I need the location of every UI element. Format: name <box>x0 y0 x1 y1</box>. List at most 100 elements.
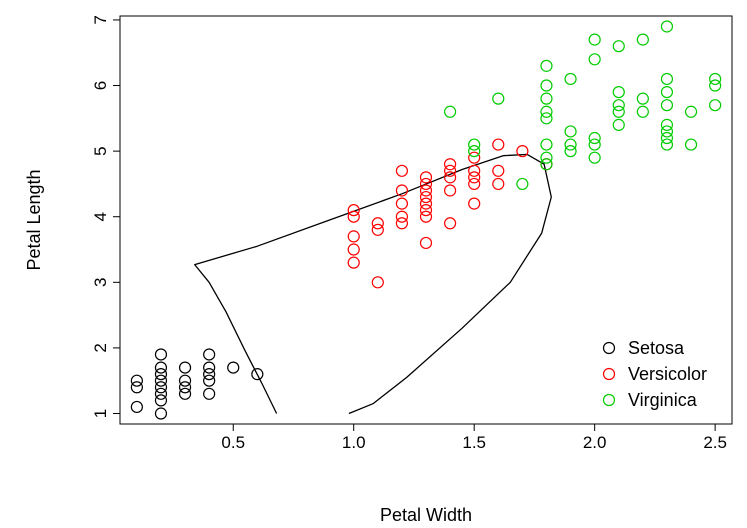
point-virginica <box>540 59 553 72</box>
point-virginica <box>660 72 674 86</box>
point-virginica <box>612 105 625 118</box>
point-versicolor <box>395 164 409 177</box>
point-setosa <box>203 348 216 361</box>
point-versicolor <box>516 145 529 158</box>
point-versicolor <box>468 151 481 164</box>
point-versicolor <box>419 171 433 184</box>
point-virginica <box>540 151 553 164</box>
point-versicolor <box>443 158 457 171</box>
point-virginica <box>660 118 674 131</box>
point-setosa <box>203 368 216 381</box>
point-virginica <box>660 85 674 99</box>
point-virginica <box>636 92 649 105</box>
y-tick-label: 2 <box>91 343 110 352</box>
point-versicolor <box>347 243 360 256</box>
point-virginica <box>684 105 698 118</box>
x-tick-label: 2.0 <box>583 433 607 452</box>
point-virginica <box>443 105 457 118</box>
point-virginica <box>709 72 722 86</box>
y-tick-label: 4 <box>91 212 110 221</box>
point-versicolor <box>492 164 505 177</box>
point-setosa <box>154 394 168 407</box>
point-setosa <box>130 381 143 394</box>
point-versicolor <box>419 184 433 197</box>
point-versicolor <box>347 256 360 269</box>
point-versicolor <box>419 236 433 250</box>
y-axis-title: Petal Length <box>24 169 44 270</box>
point-virginica <box>540 79 553 92</box>
point-virginica <box>468 138 481 151</box>
point-versicolor <box>419 177 433 191</box>
point-setosa <box>154 374 168 387</box>
point-setosa <box>154 361 168 374</box>
point-versicolor <box>443 184 457 197</box>
point-versicolor <box>419 210 433 223</box>
boundary-curve <box>194 153 552 415</box>
point-setosa <box>178 361 192 374</box>
point-virginica <box>684 138 698 151</box>
point-versicolor <box>443 164 457 177</box>
point-virginica <box>588 151 601 164</box>
point-versicolor <box>347 210 360 223</box>
legend-label-versicolor: Versicolor <box>628 364 707 384</box>
legend: Setosa Versicolor Virginica <box>602 338 707 410</box>
point-versicolor <box>395 217 409 230</box>
point-versicolor <box>347 230 360 243</box>
point-virginica <box>540 112 553 125</box>
y-tick-label: 6 <box>91 81 110 90</box>
y-tick-label: 7 <box>91 15 110 24</box>
point-virginica <box>612 85 625 99</box>
point-setosa <box>154 407 168 420</box>
y-tick-label: 1 <box>91 409 110 418</box>
point-virginica <box>588 138 601 151</box>
point-virginica <box>709 79 722 92</box>
y-tick-label: 3 <box>91 278 110 287</box>
point-versicolor <box>468 197 481 210</box>
point-setosa <box>130 400 143 414</box>
point-versicolor <box>492 138 505 151</box>
point-virginica <box>636 33 649 46</box>
point-versicolor <box>468 171 481 184</box>
point-versicolor <box>371 223 384 236</box>
legend-marker-setosa <box>602 341 616 355</box>
point-virginica <box>540 158 553 171</box>
point-virginica <box>660 125 674 138</box>
point-virginica <box>660 99 674 112</box>
point-versicolor <box>347 204 360 217</box>
point-versicolor <box>468 177 481 191</box>
point-virginica <box>709 99 722 112</box>
point-virginica <box>660 138 674 151</box>
point-virginica <box>516 177 529 191</box>
x-tick-label: 1.0 <box>342 433 366 452</box>
point-virginica <box>564 138 577 151</box>
point-versicolor <box>371 217 384 230</box>
point-setosa <box>203 374 216 387</box>
point-setosa <box>154 368 168 381</box>
point-versicolor <box>371 276 384 289</box>
point-virginica <box>564 72 577 86</box>
point-virginica <box>660 20 674 33</box>
point-virginica <box>612 118 625 131</box>
point-versicolor <box>419 197 433 210</box>
point-setosa <box>154 348 168 361</box>
point-setosa <box>203 361 216 374</box>
point-virginica <box>588 131 601 145</box>
x-axis-title: Petal Width <box>380 505 472 525</box>
points-layer <box>130 20 722 420</box>
point-setosa <box>130 374 143 387</box>
plot-frame <box>119 15 733 425</box>
legend-marker-versicolor <box>602 367 616 381</box>
point-versicolor <box>419 204 433 217</box>
point-virginica <box>636 105 649 118</box>
point-setosa <box>203 387 216 400</box>
point-setosa <box>178 387 192 400</box>
point-virginica <box>540 92 553 105</box>
point-setosa <box>154 387 168 400</box>
y-tick-label: 5 <box>91 146 110 155</box>
legend-label-setosa: Setosa <box>628 338 685 358</box>
point-setosa <box>154 381 168 394</box>
x-axis: 0.5 1.0 1.5 2.0 2.5 <box>221 424 727 452</box>
curves-layer <box>194 153 552 415</box>
point-virginica <box>588 33 601 46</box>
